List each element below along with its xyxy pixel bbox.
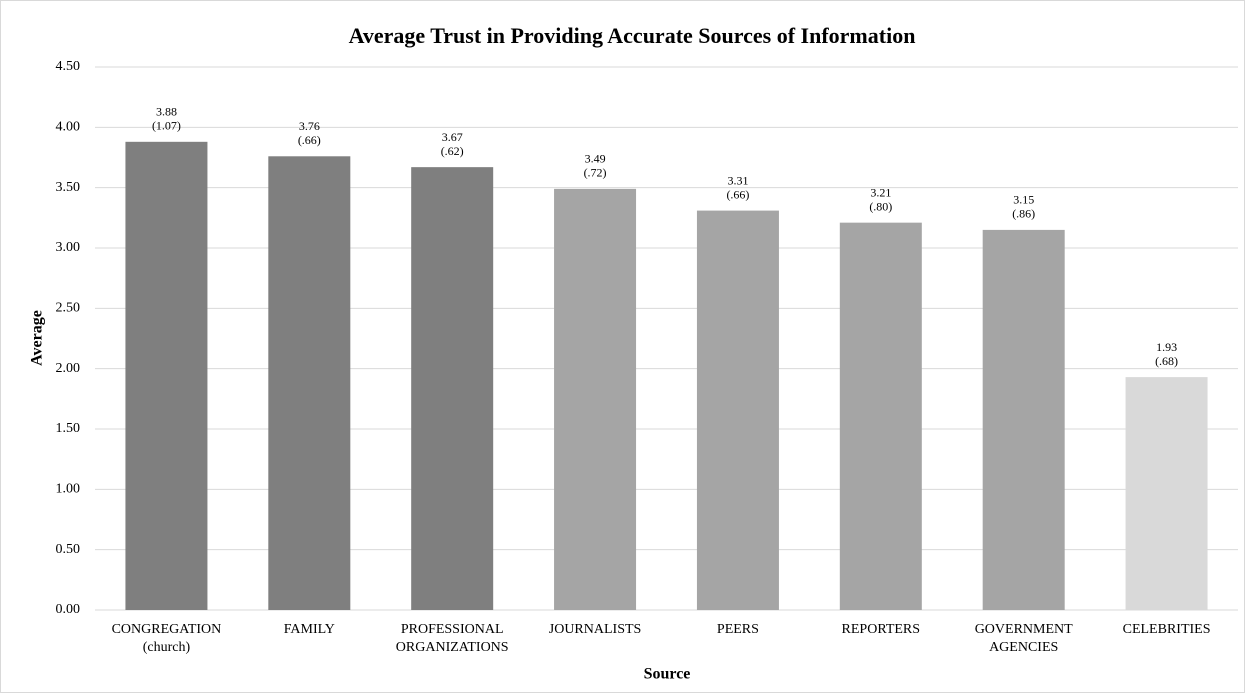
- y-tick-label: 1.50: [56, 421, 81, 436]
- bar: [1125, 377, 1208, 610]
- data-label: 1.93: [1156, 340, 1177, 354]
- bar: [839, 222, 922, 610]
- sd-label: (.66): [298, 133, 321, 147]
- sd-label: (.62): [441, 144, 464, 158]
- x-tick-label: FAMILY: [284, 622, 335, 637]
- y-tick-label: 4.50: [56, 59, 81, 74]
- y-tick-label: 1.00: [56, 482, 81, 497]
- x-tick-label: ORGANIZATIONS: [396, 640, 509, 655]
- y-tick-label: 2.50: [56, 301, 81, 316]
- sd-label: (1.07): [152, 119, 181, 133]
- x-tick-label: (church): [143, 640, 191, 655]
- y-tick-label: 2.00: [56, 361, 81, 376]
- y-tick-label: 0.00: [56, 602, 81, 617]
- bar: [554, 188, 637, 610]
- x-tick-label: PEERS: [717, 622, 759, 637]
- y-axis-label: Average: [29, 310, 46, 366]
- sd-label: (.86): [1012, 207, 1035, 221]
- x-tick-label: REPORTERS: [842, 622, 921, 637]
- chart-title: Average Trust in Providing Accurate Sour…: [349, 23, 916, 48]
- data-label: 3.67: [442, 130, 463, 144]
- bar: [268, 156, 351, 610]
- y-tick-label: 4.00: [56, 120, 81, 135]
- sd-label: (.72): [584, 166, 607, 180]
- x-axis-label: Source: [644, 666, 691, 683]
- data-label: 3.88: [156, 105, 177, 119]
- data-label: 3.49: [585, 152, 606, 166]
- data-label: 3.21: [870, 185, 891, 199]
- x-tick-label: JOURNALISTS: [549, 622, 642, 637]
- sd-label: (.68): [1155, 354, 1178, 368]
- bar: [411, 167, 494, 611]
- x-tick-label: CELEBRITIES: [1123, 622, 1211, 637]
- bar: [696, 210, 779, 611]
- sd-label: (.66): [726, 187, 749, 201]
- data-label: 3.31: [727, 173, 748, 187]
- data-label: 3.15: [1013, 193, 1034, 207]
- bar: [125, 141, 208, 610]
- y-tick-label: 3.00: [56, 240, 81, 255]
- bar: [982, 229, 1065, 610]
- x-tick-label: GOVERNMENT: [975, 622, 1073, 637]
- x-tick-label: AGENCIES: [989, 640, 1058, 655]
- sd-label: (.80): [869, 199, 892, 213]
- data-label: 3.76: [299, 119, 320, 133]
- x-tick-label: CONGREGATION: [112, 622, 222, 637]
- x-tick-label: PROFESSIONAL: [401, 622, 504, 637]
- y-tick-label: 0.50: [56, 542, 81, 557]
- y-tick-label: 3.50: [56, 180, 81, 195]
